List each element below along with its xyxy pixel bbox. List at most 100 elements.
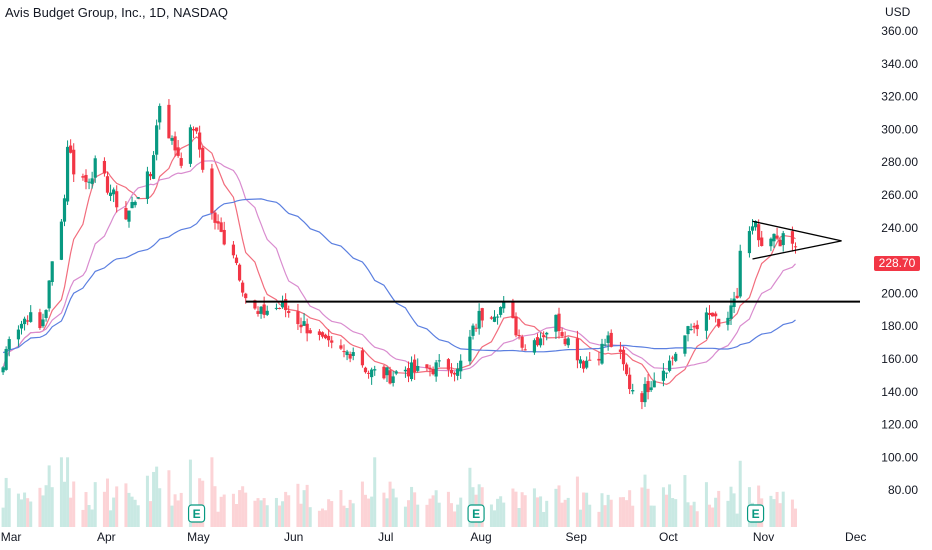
candle-body bbox=[686, 326, 690, 335]
volume-bar bbox=[468, 467, 472, 527]
candle-body bbox=[50, 261, 54, 283]
candle-body bbox=[781, 233, 785, 246]
candle-body bbox=[581, 361, 586, 369]
candle-body bbox=[201, 147, 205, 170]
candle-body bbox=[738, 250, 742, 297]
volume-bar bbox=[628, 490, 632, 527]
volume-bar bbox=[317, 510, 321, 527]
x-tick-label: Jun bbox=[284, 530, 303, 544]
y-tick-label: 280.00 bbox=[881, 155, 918, 169]
candle-body bbox=[191, 128, 196, 131]
volume-bar bbox=[287, 495, 291, 527]
candle-body bbox=[280, 300, 285, 308]
volume-bar bbox=[158, 488, 162, 527]
volume-bar bbox=[410, 486, 414, 527]
volume-bar bbox=[738, 460, 742, 527]
candle-body bbox=[707, 312, 712, 316]
volume-bar bbox=[735, 513, 739, 527]
candle-body bbox=[643, 383, 647, 403]
volume-bar bbox=[4, 477, 8, 527]
candle-body bbox=[757, 224, 761, 241]
volume-bar bbox=[299, 503, 303, 527]
candle-body bbox=[683, 335, 687, 354]
volume-bar bbox=[511, 488, 515, 527]
volume-bar bbox=[456, 504, 460, 527]
x-tick-label: Jul bbox=[378, 530, 393, 544]
candle-body bbox=[1, 367, 5, 373]
candle-body bbox=[649, 387, 653, 391]
candle-body bbox=[4, 348, 8, 370]
candle-body bbox=[554, 314, 558, 332]
candle-body bbox=[148, 173, 153, 177]
volume-bar bbox=[102, 491, 106, 527]
volume-bar bbox=[425, 504, 429, 527]
volume-bar bbox=[686, 502, 690, 527]
volume-bar bbox=[695, 511, 699, 527]
volume-bar bbox=[26, 498, 30, 527]
volume-bar bbox=[44, 485, 48, 527]
volume-bar bbox=[649, 505, 653, 527]
volume-bar bbox=[772, 499, 776, 527]
candle-body bbox=[47, 280, 51, 309]
volume-bar bbox=[115, 486, 119, 527]
volume-bar bbox=[305, 484, 309, 527]
candle-body bbox=[265, 310, 269, 315]
candle-body bbox=[532, 340, 537, 353]
candle-body bbox=[652, 380, 656, 388]
volume-bar bbox=[16, 493, 20, 527]
x-tick-label: Dec bbox=[845, 530, 866, 544]
volume-bar bbox=[188, 459, 192, 527]
candle-body bbox=[480, 308, 484, 321]
candle-body bbox=[769, 238, 773, 247]
candle-body bbox=[16, 329, 21, 340]
volume-bar bbox=[222, 494, 226, 527]
y-tick-label: 360.00 bbox=[881, 24, 918, 38]
volume-bar bbox=[210, 457, 214, 527]
candle-body bbox=[704, 312, 709, 331]
volume-bar bbox=[631, 505, 635, 527]
volume-bar bbox=[493, 510, 496, 527]
volume-bar bbox=[47, 465, 51, 527]
candle-body bbox=[216, 221, 220, 224]
candle-body bbox=[385, 367, 389, 376]
candle-body bbox=[646, 381, 650, 393]
candle-body bbox=[188, 127, 193, 164]
volume-bar bbox=[244, 492, 248, 527]
volume-bar bbox=[560, 502, 564, 527]
candle-body bbox=[600, 343, 604, 364]
candle-body bbox=[640, 393, 644, 403]
volume-bar bbox=[219, 496, 223, 527]
volume-bar bbox=[790, 499, 794, 527]
volume-bar bbox=[711, 507, 715, 527]
candle-body bbox=[320, 332, 325, 337]
candle-body bbox=[535, 337, 540, 346]
volume-bar bbox=[689, 505, 693, 527]
volume-bar bbox=[496, 498, 500, 527]
candle-body bbox=[588, 359, 592, 361]
volume-bar bbox=[708, 504, 711, 527]
candle-body bbox=[327, 335, 331, 341]
candle-body bbox=[674, 353, 678, 361]
candle-body bbox=[434, 362, 438, 377]
volume-bar bbox=[274, 497, 278, 527]
candle-body bbox=[557, 313, 561, 332]
candle-body bbox=[664, 372, 669, 374]
candle-body bbox=[219, 222, 223, 232]
candle-body bbox=[198, 132, 202, 150]
candle-body bbox=[244, 293, 248, 299]
candle-body bbox=[729, 305, 733, 319]
candle-body bbox=[560, 332, 564, 337]
candle-body bbox=[667, 360, 672, 371]
candle-body bbox=[772, 233, 776, 242]
candle-body bbox=[597, 358, 601, 361]
candle-body bbox=[747, 231, 752, 254]
candle-body bbox=[514, 316, 518, 336]
candle-body bbox=[492, 316, 497, 322]
volume-bar bbox=[431, 495, 435, 527]
candle-body bbox=[105, 176, 110, 193]
volume-bar bbox=[671, 498, 675, 527]
candle-body bbox=[176, 147, 180, 156]
x-tick-label: Oct bbox=[659, 530, 678, 544]
candle-body bbox=[671, 357, 675, 359]
